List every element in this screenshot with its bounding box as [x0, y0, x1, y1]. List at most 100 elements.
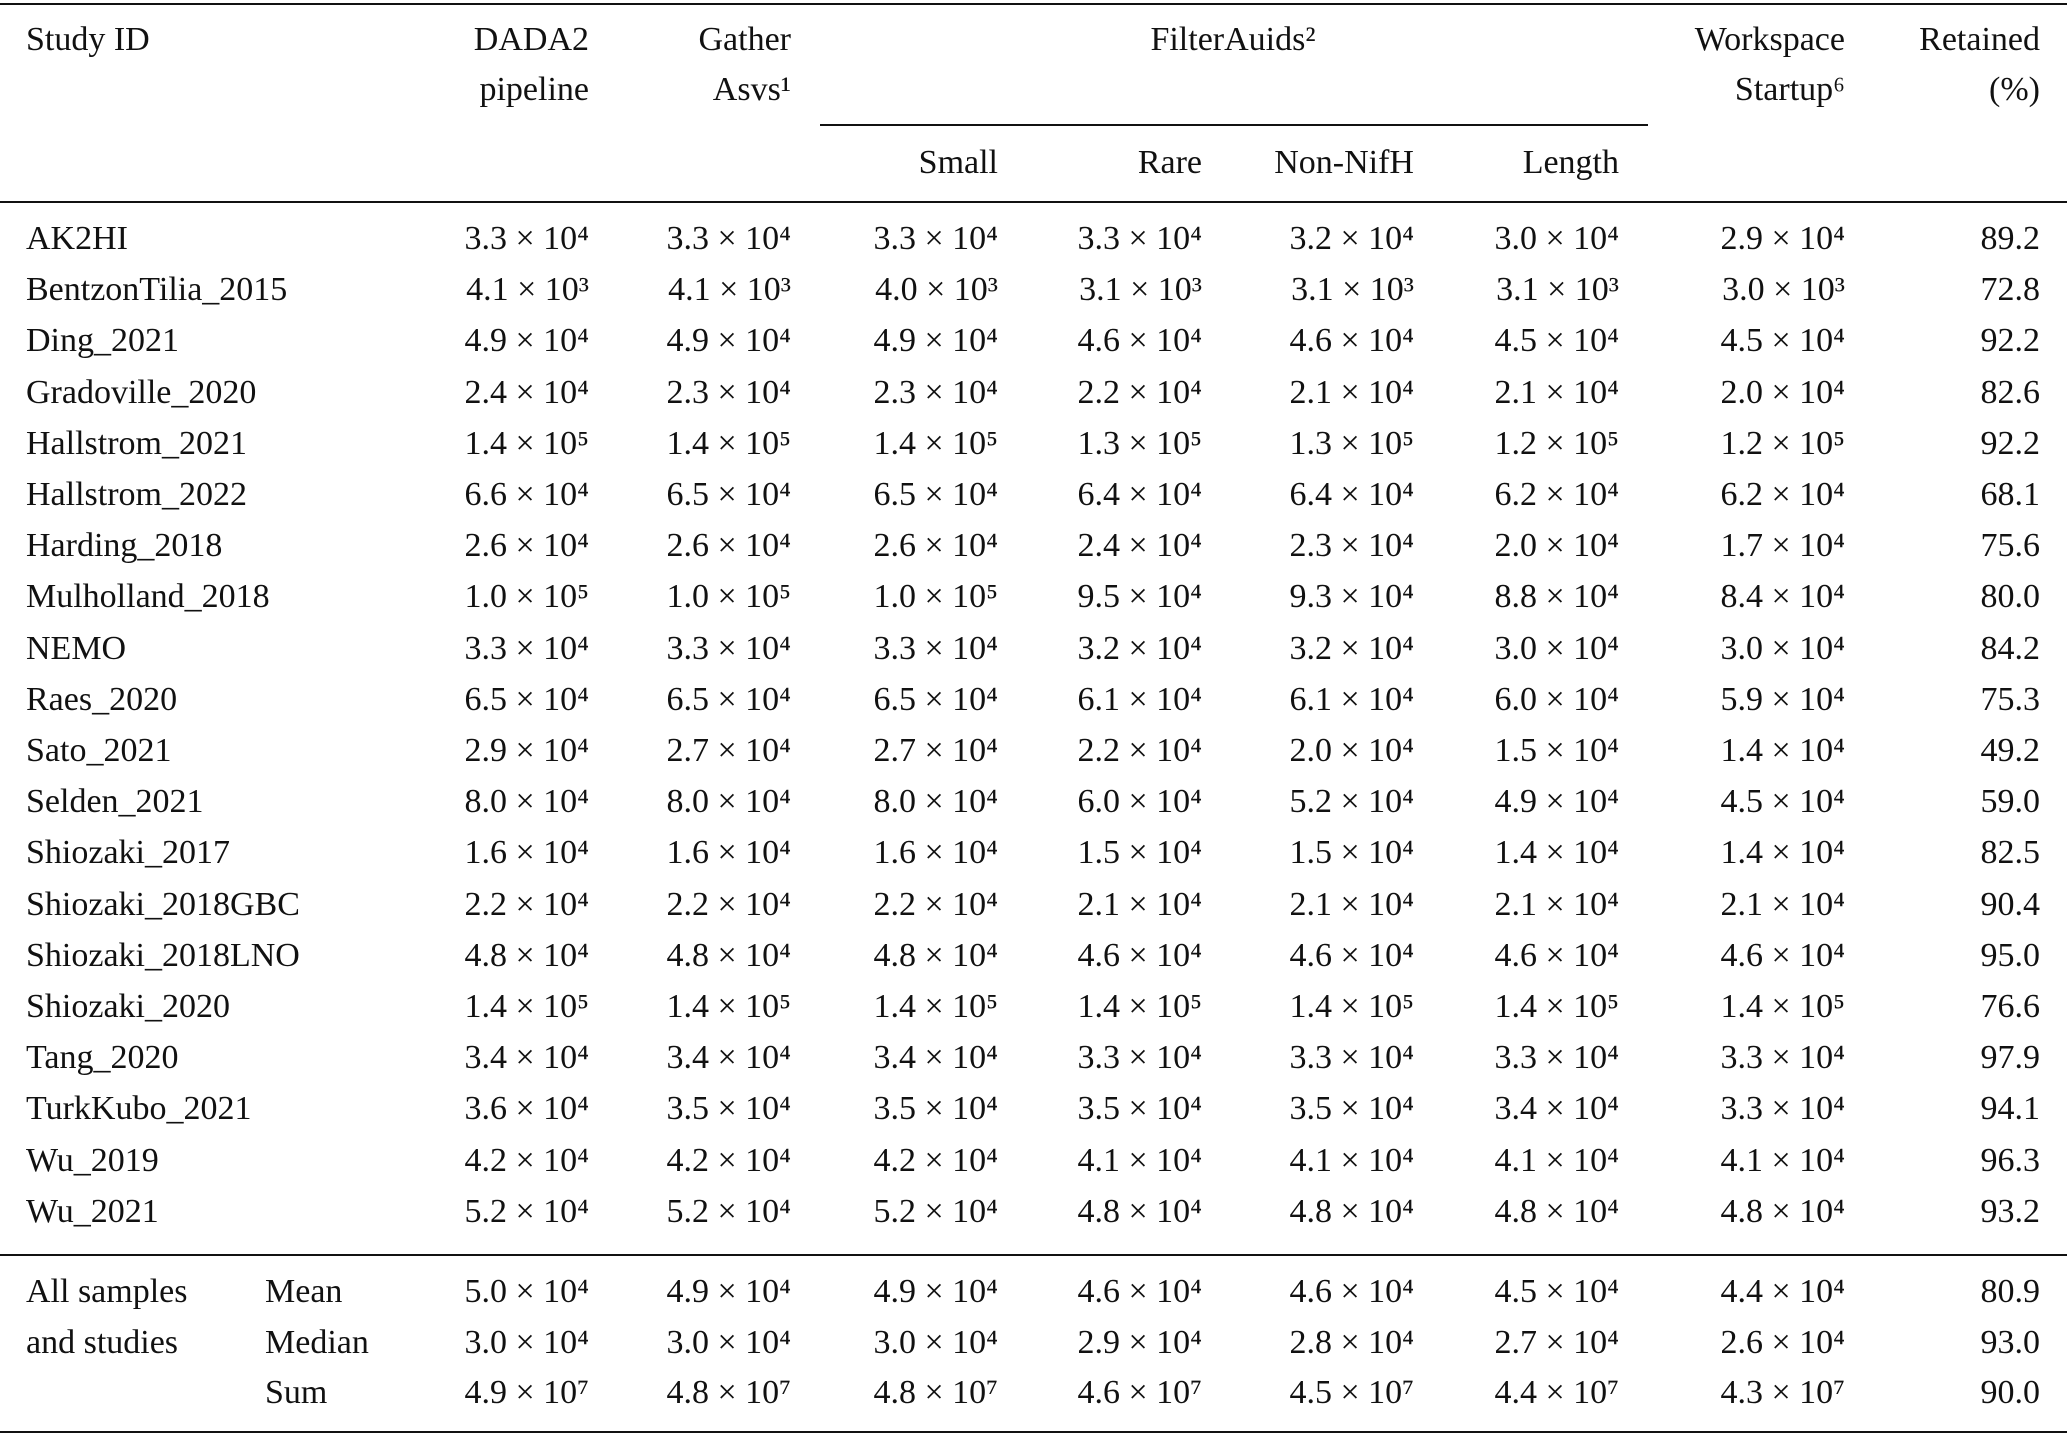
cell: 3.3 × 10⁴	[666, 629, 791, 667]
cell: 6.5 × 10⁴	[464, 680, 589, 718]
cell: 89.2	[1980, 220, 2041, 257]
cell: 8.0 × 10⁴	[873, 783, 998, 821]
cell: 1.4 × 10⁴	[1720, 834, 1845, 872]
cell: 6.1 × 10⁴	[1289, 680, 1414, 718]
cell: 5.2 × 10⁴	[464, 1192, 589, 1230]
cell: 6.5 × 10⁴	[666, 476, 791, 513]
cell: 3.4 × 10⁴	[464, 1039, 589, 1077]
cell: 3.1 × 10³	[1079, 271, 1202, 309]
cell: 4.2 × 10⁴	[464, 1141, 589, 1179]
cell: 3.4 × 10⁴	[873, 1039, 998, 1077]
top-rule	[0, 3, 2067, 5]
cell: 2.2 × 10⁴	[1077, 732, 1202, 769]
study-id: BentzonTilia_2015	[26, 271, 288, 309]
subcolumn-header: Rare	[1137, 144, 1202, 181]
cell: 2.6 × 10⁴	[464, 527, 589, 565]
summary-cell: 4.3 × 10⁷	[1720, 1374, 1845, 1411]
summary-label: and studies	[26, 1324, 179, 1361]
cell: 3.3 × 10⁴	[873, 220, 998, 257]
column-header: Gather	[698, 21, 791, 58]
cell: 3.0 × 10⁴	[1494, 220, 1619, 257]
cell: 59.0	[1980, 783, 2041, 821]
cell: 3.0 × 10³	[1722, 271, 1845, 309]
summary-label: All samples	[26, 1273, 188, 1310]
cell: 2.6 × 10⁴	[873, 527, 998, 565]
cell: 2.9 × 10⁴	[1720, 220, 1845, 257]
subcolumn-header: Non-NifH	[1274, 144, 1414, 181]
cell: 2.2 × 10⁴	[666, 885, 791, 923]
header-rule	[0, 201, 2067, 203]
cell: 3.2 × 10⁴	[1289, 220, 1414, 257]
summary-cell: 4.6 × 10⁴	[1289, 1273, 1414, 1310]
cell: 95.0	[1980, 936, 2041, 974]
cell: 4.6 × 10⁴	[1077, 936, 1202, 974]
cell: 4.2 × 10⁴	[873, 1141, 998, 1179]
cell: 3.2 × 10⁴	[1077, 629, 1202, 667]
cell: 82.6	[1980, 373, 2041, 411]
cell: 2.1 × 10⁴	[1720, 885, 1845, 923]
cell: 75.3	[1980, 680, 2041, 718]
cell: 96.3	[1980, 1141, 2041, 1179]
cell: 3.3 × 10⁴	[873, 629, 998, 667]
summary-cell: 4.5 × 10⁴	[1494, 1273, 1619, 1310]
cell: 4.6 × 10⁴	[1077, 322, 1202, 360]
cell: 1.2 × 10⁵	[1494, 424, 1619, 462]
cell: 2.1 × 10⁴	[1077, 885, 1202, 923]
cell: 1.7 × 10⁴	[1720, 527, 1845, 565]
cell: 2.7 × 10⁴	[666, 732, 791, 769]
cell: 92.2	[1980, 424, 2041, 462]
summary-cell: 93.0	[1980, 1323, 2041, 1361]
cell: 1.4 × 10⁵	[873, 424, 998, 462]
cell: 3.0 × 10⁴	[1720, 629, 1845, 667]
cell: 1.3 × 10⁵	[1077, 424, 1202, 462]
cell: 76.6	[1980, 988, 2041, 1025]
cell: 4.6 × 10⁴	[1494, 936, 1619, 974]
summary-cell: 4.9 × 10⁴	[873, 1273, 998, 1310]
cell: 4.6 × 10⁴	[1289, 322, 1414, 360]
study-id: Tang_2020	[26, 1039, 179, 1077]
cell: 1.4 × 10⁵	[1289, 988, 1414, 1025]
cell: 4.1 × 10⁴	[1077, 1141, 1202, 1179]
study-id: Selden_2021	[26, 783, 204, 821]
cell: 2.7 × 10⁴	[873, 732, 998, 769]
cell: 92.2	[1980, 322, 2041, 360]
summary-cell: 4.4 × 10⁷	[1494, 1374, 1619, 1411]
study-id: Shiozaki_2018LNO	[26, 936, 300, 974]
cell: 2.1 × 10⁴	[1494, 885, 1619, 923]
cell: 2.3 × 10⁴	[873, 373, 998, 411]
study-id: TurkKubo_2021	[26, 1090, 252, 1128]
cell: 3.4 × 10⁴	[666, 1039, 791, 1077]
summary-cell: 2.9 × 10⁴	[1077, 1323, 1202, 1361]
cell: 4.5 × 10⁴	[1720, 783, 1845, 821]
cell: 6.0 × 10⁴	[1077, 783, 1202, 821]
cell: 1.4 × 10⁵	[464, 424, 589, 462]
cell: 1.0 × 10⁵	[464, 578, 589, 616]
cell: 1.4 × 10⁵	[464, 988, 589, 1025]
study-id: Ding_2021	[26, 322, 179, 360]
cell: 6.5 × 10⁴	[666, 680, 791, 718]
cell: 2.2 × 10⁴	[464, 885, 589, 923]
cell: 93.2	[1980, 1192, 2041, 1230]
cell: 72.8	[1980, 271, 2041, 309]
cell: 1.6 × 10⁴	[666, 834, 791, 872]
cell: 97.9	[1980, 1039, 2041, 1077]
cell: 4.9 × 10⁴	[666, 322, 791, 360]
cell: 5.2 × 10⁴	[666, 1192, 791, 1230]
cell: 2.4 × 10⁴	[1077, 527, 1202, 565]
cell: 84.2	[1980, 629, 2041, 667]
study-id: Shiozaki_2020	[26, 988, 230, 1025]
cell: 3.1 × 10³	[1496, 271, 1619, 309]
cell: 4.1 × 10³	[668, 271, 791, 309]
summary-cell: 2.7 × 10⁴	[1494, 1323, 1619, 1361]
cell: 3.5 × 10⁴	[1077, 1090, 1202, 1128]
cell: 6.2 × 10⁴	[1494, 476, 1619, 513]
cell: 4.1 × 10³	[466, 271, 589, 309]
study-id: NEMO	[26, 629, 127, 667]
cell: 3.1 × 10³	[1291, 271, 1414, 309]
cell: 1.5 × 10⁴	[1494, 732, 1619, 769]
cell: 2.0 × 10⁴	[1494, 527, 1619, 565]
cell: 6.2 × 10⁴	[1720, 476, 1845, 513]
study-id: AK2HI	[26, 220, 128, 257]
cell: 94.1	[1980, 1090, 2041, 1128]
cell: 1.4 × 10⁵	[1077, 988, 1202, 1025]
